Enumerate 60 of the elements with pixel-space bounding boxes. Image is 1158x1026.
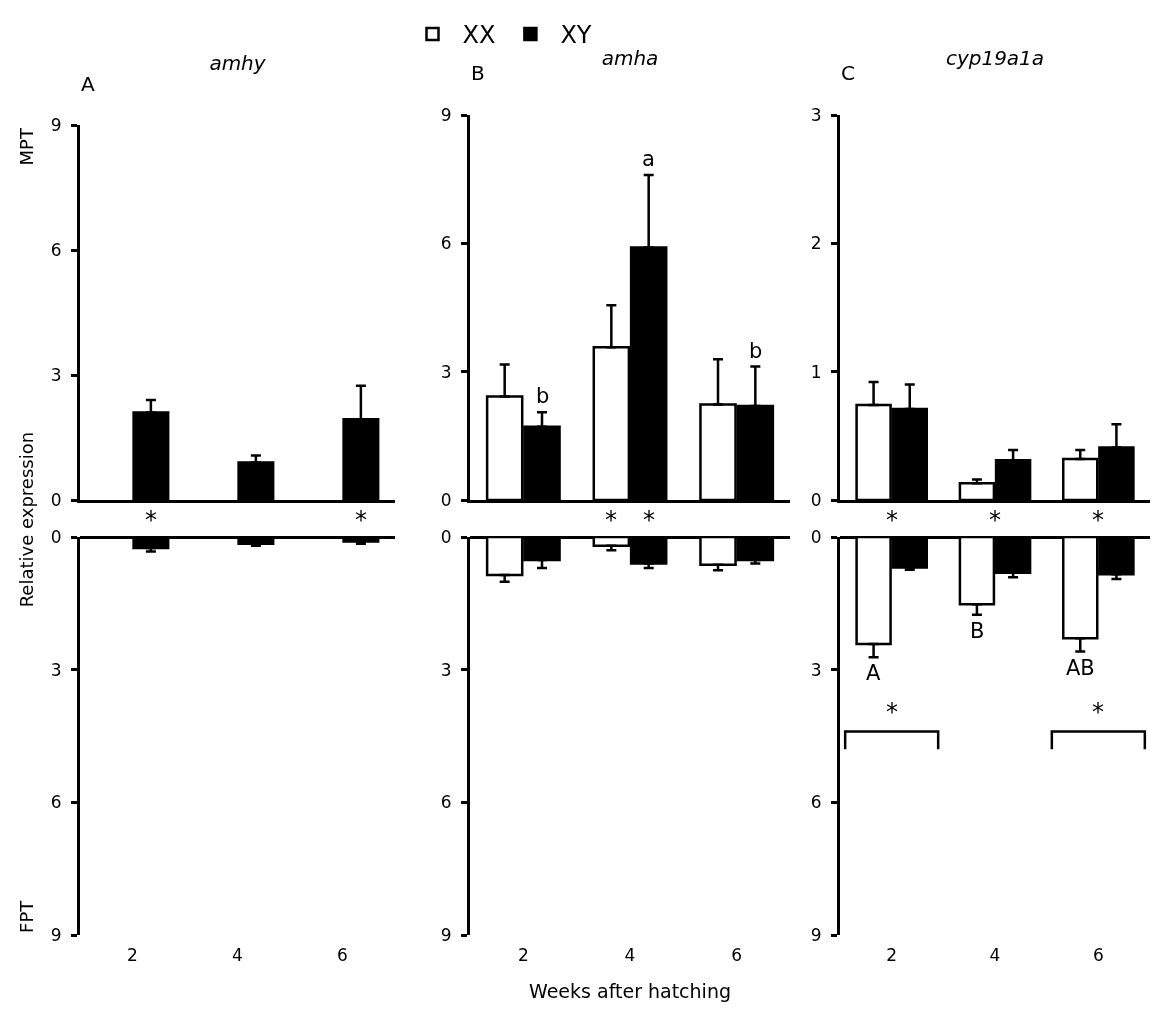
y-tick-label: 0 (810, 489, 822, 510)
text: * (1092, 506, 1104, 534)
x-tick-label: 4 (624, 945, 636, 965)
y-tick-label: 6 (440, 233, 452, 254)
y-tick-label: 6 (810, 792, 822, 813)
x-tick-label: 4 (232, 945, 243, 965)
chart-title: amha (601, 45, 659, 70)
y-axis-title: FPT (15, 899, 37, 933)
text: A (81, 72, 95, 96)
y-tick-label: 9 (440, 104, 452, 125)
x-tick-label: 2 (127, 945, 138, 965)
x-tick-label: 6 (1092, 945, 1104, 965)
text: * (355, 506, 367, 534)
text: Relative expression (15, 431, 37, 608)
y-tick-label: 9 (50, 924, 62, 945)
y-tick-label: 9 (50, 114, 62, 135)
x-tick-label: 6 (337, 945, 348, 965)
y-axis-title: MPT (16, 127, 38, 166)
annotation: a (642, 147, 655, 171)
y-tick-label: 3 (50, 659, 62, 680)
x-axis-title: Weeks after hatching (529, 979, 731, 1002)
x-tick-label: 2 (517, 945, 529, 965)
y-tick-label: 0 (50, 489, 62, 510)
annotation: b (536, 384, 550, 408)
chart-title: amhy (209, 50, 267, 75)
y-tick-label: 3 (810, 659, 822, 680)
y-tick-label: 1 (810, 361, 822, 382)
text: B (471, 61, 485, 85)
chart-title: cyp19a1a (945, 45, 1045, 70)
text: * (605, 506, 617, 534)
annotation: b (749, 339, 763, 363)
annotation: A (866, 661, 881, 685)
annotation: * (1092, 698, 1104, 726)
y-tick-label: 0 (440, 526, 452, 547)
legend-label: XY (560, 21, 592, 50)
y-tick-label: 3 (810, 104, 822, 125)
y-tick-label: 3 (440, 361, 452, 382)
y-tick-label: 0 (810, 526, 822, 547)
y-tick-label: 0 (50, 526, 62, 547)
annotation: * (886, 698, 898, 726)
text: * (886, 506, 898, 534)
text: * (989, 506, 1001, 534)
y-tick-label: 2 (810, 233, 822, 254)
y-tick-label: 6 (440, 792, 452, 813)
annotation: B (970, 619, 985, 643)
x-tick-label: 4 (989, 945, 1001, 965)
y-tick-label: 9 (810, 924, 822, 945)
y-tick-label: 3 (440, 659, 452, 680)
legend-label: XX (462, 21, 496, 50)
text: * (145, 506, 157, 534)
y-tick-label: 3 (50, 364, 62, 385)
y-tick-label: 6 (50, 239, 62, 260)
y-tick-label: 6 (50, 792, 62, 813)
text: C (841, 61, 855, 85)
x-tick-label: 2 (886, 945, 898, 965)
y-tick-label: 9 (440, 924, 452, 945)
x-tick-label: 6 (731, 945, 743, 965)
text: * (643, 506, 655, 534)
y-tick-label: 0 (440, 489, 452, 510)
annotation: AB (1066, 656, 1095, 680)
